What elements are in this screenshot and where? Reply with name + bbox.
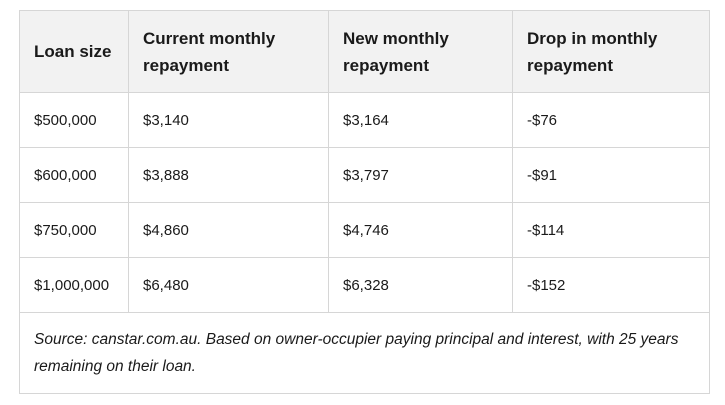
cell-loan-size: $500,000 [19,92,129,148]
header-row: Loan size Current monthly repayment New … [19,10,710,93]
cell-drop: -$152 [512,257,710,313]
header-new-monthly-repayment: New monthly repayment [328,10,513,93]
header-loan-size: Loan size [19,10,129,93]
cell-loan-size: $600,000 [19,147,129,203]
table-body: $500,000 $3,140 $3,164 -$76 $600,000 $3,… [19,92,710,394]
repayment-table-container: Loan size Current monthly repayment New … [19,10,710,394]
cell-new-repayment: $4,746 [328,202,513,258]
cell-current-repayment: $3,888 [128,147,329,203]
repayment-table: Loan size Current monthly repayment New … [19,10,710,394]
source-note-row: Source: canstar.com.au. Based on owner-o… [19,312,710,394]
cell-new-repayment: $3,797 [328,147,513,203]
cell-current-repayment: $6,480 [128,257,329,313]
table-header: Loan size Current monthly repayment New … [19,10,710,93]
cell-current-repayment: $4,860 [128,202,329,258]
cell-new-repayment: $3,164 [328,92,513,148]
cell-current-repayment: $3,140 [128,92,329,148]
cell-drop: -$114 [512,202,710,258]
table-row: $500,000 $3,140 $3,164 -$76 [19,92,710,148]
source-note: Source: canstar.com.au. Based on owner-o… [19,312,710,394]
header-current-monthly-repayment: Current monthly repayment [128,10,329,93]
cell-drop: -$91 [512,147,710,203]
table-row: $600,000 $3,888 $3,797 -$91 [19,147,710,203]
table-row: $1,000,000 $6,480 $6,328 -$152 [19,257,710,313]
cell-loan-size: $750,000 [19,202,129,258]
header-drop-in-monthly-repayment: Drop in monthly repayment [512,10,710,93]
cell-new-repayment: $6,328 [328,257,513,313]
table-row: $750,000 $4,860 $4,746 -$114 [19,202,710,258]
cell-loan-size: $1,000,000 [19,257,129,313]
cell-drop: -$76 [512,92,710,148]
